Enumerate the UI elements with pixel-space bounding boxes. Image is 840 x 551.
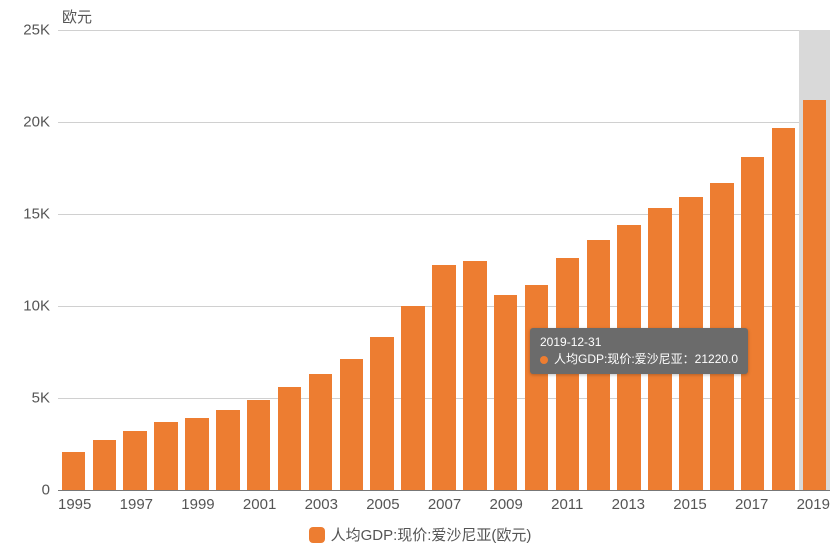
bar-slot [429,30,460,490]
bar[interactable] [154,422,177,490]
bar-slot [459,30,490,490]
tooltip: 2019-12-31 人均GDP:现价:爱沙尼亚：21220.0 [530,328,748,374]
bar[interactable] [123,431,146,490]
tooltip-text: 人均GDP:现价:爱沙尼亚：21220.0 [554,352,738,366]
bar[interactable] [463,261,486,490]
tooltip-date: 2019-12-31 [540,334,738,351]
bar-slot [336,30,367,490]
x-tick [153,496,181,513]
x-tick: 1995 [58,496,91,513]
x-tick: 2013 [612,496,645,513]
bar-slot [583,30,614,490]
bar-slot [676,30,707,490]
bar[interactable] [247,400,270,490]
x-tick [91,496,119,513]
x-tick [583,496,611,513]
x-tick [461,496,489,513]
y-tick: 5K [32,390,58,407]
bar-slot [645,30,676,490]
bar[interactable] [185,418,208,490]
x-tick: 2003 [305,496,338,513]
bar-slot [367,30,398,490]
x-tick: 2015 [673,496,706,513]
bar[interactable] [432,265,455,490]
x-tick [707,496,735,513]
bar-slot [737,30,768,490]
bar-slot [274,30,305,490]
bar-slot [120,30,151,490]
bar-slot [521,30,552,490]
y-tick: 20K [23,114,58,131]
x-axis-ticks: 1995 1997 1999 2001 2003 2005 2007 2009 2011 2013… [58,496,830,513]
bar-slot [89,30,120,490]
bar-slot [614,30,645,490]
bar[interactable] [370,337,393,490]
gdp-bar-chart: 05K10K15K20K25K 欧元 199519971999200120032… [0,0,840,551]
bar[interactable] [741,157,764,490]
bar[interactable] [494,295,517,490]
bar[interactable] [556,258,579,490]
bar-slot [799,30,830,490]
x-tick [276,496,304,513]
x-axis-line [58,490,830,491]
x-tick: 2019 [797,496,830,513]
x-tick [768,496,796,513]
bar[interactable] [309,374,332,490]
bar[interactable] [803,100,826,490]
bar[interactable] [772,128,795,490]
bar-slot [182,30,213,490]
tooltip-value-line: 人均GDP:现价:爱沙尼亚：21220.0 [540,351,738,368]
bar[interactable] [340,359,363,490]
x-tick [645,496,673,513]
x-tick: 2007 [428,496,461,513]
legend-label: 人均GDP:现价:爱沙尼亚(欧元) [331,524,532,545]
legend: 人均GDP:现价:爱沙尼亚(欧元) [0,524,840,545]
x-tick: 2009 [489,496,522,513]
x-tick: 1999 [181,496,214,513]
x-tick [338,496,366,513]
bar[interactable] [93,440,116,490]
bar-slot [398,30,429,490]
x-tick: 2011 [551,496,583,513]
tooltip-dot-icon [540,356,548,364]
bar[interactable] [278,387,301,490]
x-tick: 2005 [366,496,399,513]
x-tick [215,496,243,513]
bar-slot [706,30,737,490]
x-tick: 2001 [243,496,276,513]
bar-slot [58,30,89,490]
bar-slot [305,30,336,490]
y-axis-unit: 欧元 [62,6,92,27]
y-tick: 10K [23,298,58,315]
x-tick: 2017 [735,496,768,513]
bars [58,30,830,490]
bar[interactable] [216,410,239,490]
legend-swatch-icon [309,527,325,543]
y-tick: 15K [23,206,58,223]
x-tick: 1997 [120,496,153,513]
bar-slot [151,30,182,490]
bar[interactable] [62,452,85,490]
plot-area: 05K10K15K20K25K [58,30,830,490]
y-tick: 25K [23,22,58,39]
bar-slot [768,30,799,490]
y-tick: 0 [42,482,58,499]
bar[interactable] [525,285,548,490]
x-tick [523,496,551,513]
x-tick [400,496,428,513]
bar[interactable] [401,306,424,490]
bar-slot [490,30,521,490]
bar-slot [552,30,583,490]
bar-slot [212,30,243,490]
bar-slot [243,30,274,490]
